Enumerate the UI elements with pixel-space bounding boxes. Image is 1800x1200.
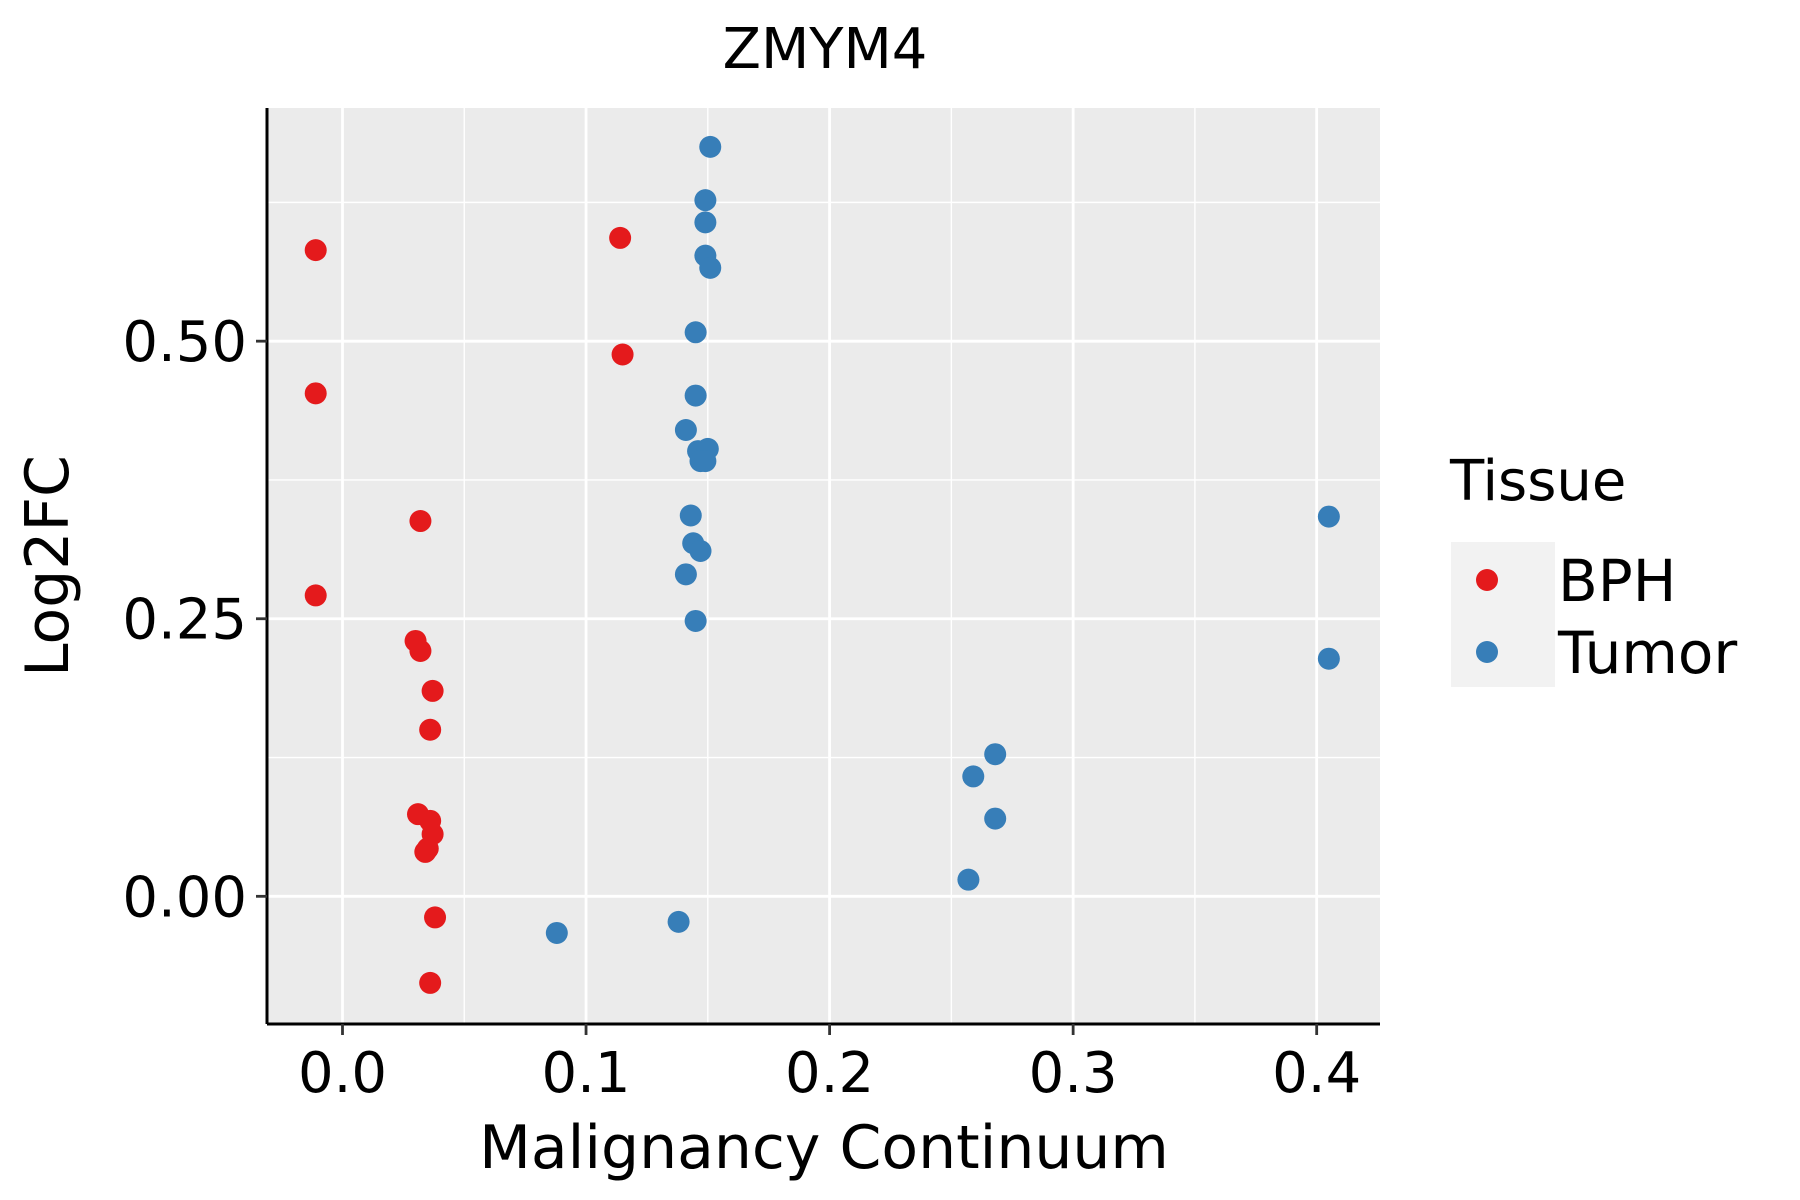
- point-bph: [611, 343, 634, 366]
- point-bph: [419, 718, 442, 741]
- legend-label-bph: BPH: [1558, 547, 1676, 615]
- point-tumor: [1317, 647, 1340, 670]
- point-tumor: [679, 504, 702, 527]
- plot-panel: [267, 108, 1380, 1024]
- y-tick-label: 0.50: [122, 310, 247, 375]
- point-tumor: [984, 807, 1007, 830]
- x-axis-label: Malignancy Continuum: [479, 1113, 1169, 1183]
- legend-key-bph: [1476, 569, 1498, 591]
- legend-key-background: [1451, 542, 1555, 687]
- point-tumor: [962, 765, 985, 788]
- legend-label-tumor: Tumor: [1557, 619, 1737, 687]
- point-tumor: [689, 540, 712, 563]
- point-tumor: [684, 321, 707, 344]
- x-tick-label: 0.1: [542, 1041, 631, 1106]
- point-tumor: [694, 211, 717, 234]
- x-tick-label: 0.4: [1272, 1041, 1361, 1106]
- point-tumor: [694, 450, 717, 473]
- point-bph: [424, 906, 447, 929]
- point-tumor: [684, 609, 707, 632]
- x-tick-label: 0.3: [1029, 1041, 1118, 1106]
- point-bph: [419, 971, 442, 994]
- point-bph: [304, 239, 327, 262]
- point-bph: [409, 510, 432, 533]
- chart-title: ZMYM4: [723, 17, 928, 82]
- y-axis-ticks: 0.00 0.25 0.50: [122, 310, 267, 930]
- point-tumor: [699, 135, 722, 158]
- point-bph: [304, 584, 327, 607]
- x-axis-ticks: 0.0 0.1 0.2 0.3 0.4: [298, 1024, 1361, 1106]
- point-tumor: [984, 743, 1007, 766]
- point-bph: [421, 679, 444, 702]
- legend-key-tumor: [1476, 641, 1498, 663]
- point-bph: [304, 382, 327, 405]
- point-tumor: [699, 256, 722, 279]
- point-tumor: [684, 384, 707, 407]
- point-tumor: [694, 189, 717, 212]
- grid-major: [267, 108, 1380, 1024]
- point-bph: [609, 226, 632, 249]
- x-tick-label: 0.0: [298, 1041, 387, 1106]
- y-axis-label: Log2FC: [13, 455, 83, 677]
- y-tick-label: 0.00: [122, 865, 247, 930]
- point-bph: [409, 639, 432, 662]
- data-points: [304, 135, 1340, 994]
- y-tick-label: 0.25: [122, 588, 247, 653]
- point-tumor: [674, 563, 697, 586]
- point-tumor: [545, 921, 568, 944]
- point-tumor: [957, 868, 980, 891]
- point-bph: [414, 840, 437, 863]
- point-tumor: [667, 910, 690, 933]
- legend-title: Tissue: [1449, 449, 1626, 514]
- point-tumor: [674, 418, 697, 441]
- x-tick-label: 0.2: [785, 1041, 874, 1106]
- point-tumor: [1317, 505, 1340, 528]
